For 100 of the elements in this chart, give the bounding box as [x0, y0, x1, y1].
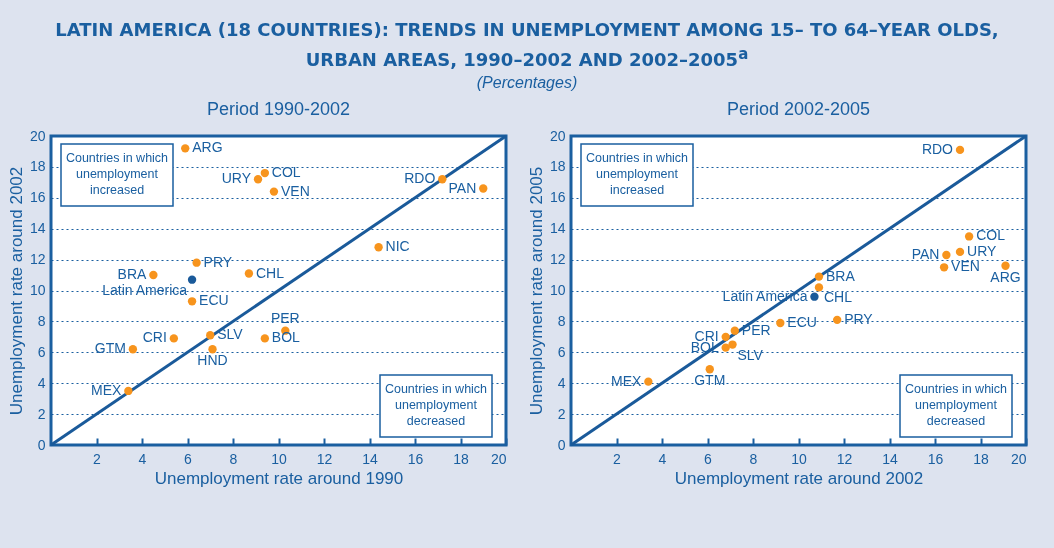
- series-label: COL: [271, 164, 301, 181]
- x-tick-label: 6: [184, 450, 193, 467]
- series-label: VEN: [951, 258, 980, 275]
- text: Period 2002-2005: [726, 99, 871, 119]
- x-tick-label: 8: [749, 450, 758, 467]
- y-tick-label: 4: [557, 374, 566, 391]
- point: [260, 334, 270, 343]
- x-tick-label: 20: [490, 450, 507, 467]
- point: [169, 334, 179, 343]
- series-label: ECU: [787, 313, 817, 330]
- point: [728, 340, 737, 349]
- point: [942, 250, 951, 260]
- series-label: RDO: [921, 140, 954, 157]
- x-tick-label: 14: [882, 450, 898, 467]
- chart-title: LATIN AMERICA (18 COUNTRIES): TRENDS IN UNEMPLOYMENT AMONG 15– TO 64–YEAR OLDS, URBAN AREAS, 1990–2002 AND 2002–2005$^{a}$: [54, 18, 1000, 72]
- point: [206, 331, 215, 340]
- point: [208, 345, 217, 354]
- point: [730, 326, 739, 335]
- y-tick-label: 14: [29, 220, 46, 237]
- y-tick-label: 4: [37, 374, 46, 391]
- x-tick-label: 4: [138, 450, 147, 467]
- y-tick-label: 20: [549, 127, 566, 144]
- annotation: Countries in which unemployment increased: [65, 151, 169, 197]
- series-label: COL: [976, 227, 1006, 244]
- x-tick-label: 2: [613, 450, 622, 467]
- x-axis-title: Unemployment rate around 1990: [154, 468, 404, 488]
- point: [814, 283, 824, 292]
- point: [260, 168, 270, 178]
- point: [479, 184, 488, 193]
- annotation: Countries in which unemployment decreased: [904, 382, 1008, 428]
- series-label: HND: [197, 352, 228, 369]
- y-tick-label: 6: [557, 343, 566, 360]
- point: [964, 232, 974, 241]
- y-tick-label: 0: [37, 436, 46, 453]
- point: [955, 247, 965, 257]
- x-tick-label: 6: [704, 450, 713, 467]
- y-axis-title: Unemployment rate around 2002: [6, 166, 26, 416]
- series-label: ECU: [199, 292, 229, 309]
- series-label: PRY: [844, 310, 874, 327]
- point: [374, 243, 383, 252]
- series-label: URY: [967, 242, 997, 259]
- x-tick-label: 10: [791, 450, 807, 467]
- y-tick-label: 16: [549, 189, 566, 206]
- point: [832, 315, 842, 325]
- series-label: BRA: [825, 267, 856, 284]
- series-label: BRA: [117, 266, 148, 283]
- point: [721, 332, 730, 342]
- point: [814, 272, 824, 281]
- annotation: Countries in which unemployment increased: [585, 151, 689, 197]
- series-label: URY: [221, 170, 252, 187]
- point: [244, 269, 254, 278]
- x-tick-label: 2: [93, 450, 102, 467]
- y-tick-label: 20: [29, 127, 46, 144]
- point: [705, 365, 714, 374]
- x-tick-label: 16: [927, 450, 944, 467]
- y-tick-label: 6: [37, 343, 46, 360]
- x-tick-label: 8: [229, 450, 238, 467]
- series-label: NIC: [385, 238, 410, 255]
- series-label: Latin America: [102, 281, 188, 298]
- point: [192, 258, 201, 267]
- point: [1001, 261, 1010, 270]
- y-tick-label: 10: [29, 282, 46, 298]
- point: [438, 175, 447, 184]
- x-axis-title: Unemployment rate around 2002: [674, 468, 924, 488]
- x-tick-label: 4: [658, 450, 667, 467]
- point: [149, 270, 158, 280]
- chart-subtitle: (Percentages): [475, 74, 579, 92]
- series-label: GTM: [94, 340, 126, 357]
- y-tick-label: 2: [37, 405, 46, 422]
- series-label: CHL: [255, 264, 285, 281]
- series-label: ARG: [192, 139, 223, 156]
- x-tick-label: 16: [407, 450, 424, 467]
- x-tick-label: 12: [316, 450, 333, 467]
- point: [187, 297, 197, 306]
- y-tick-label: 18: [29, 158, 46, 175]
- series-label: PAN: [448, 179, 477, 196]
- series-label: PRY: [203, 253, 233, 270]
- series-label: PAN: [911, 245, 940, 262]
- point: [644, 377, 653, 386]
- point: [253, 175, 263, 184]
- point: [128, 345, 138, 354]
- text: Period 1990-2002: [206, 99, 351, 119]
- x-tick-label: 20: [1010, 450, 1027, 467]
- series-label: BOL: [271, 329, 301, 346]
- point: [269, 187, 279, 196]
- y-tick-label: 18: [549, 158, 566, 175]
- y-tick-label: 8: [37, 312, 46, 329]
- x-tick-label: 10: [271, 450, 287, 467]
- y-axis-title: Unemployment rate around 2005: [526, 166, 546, 416]
- point: [181, 144, 190, 153]
- y-tick-label: 14: [549, 220, 566, 237]
- point: [721, 343, 730, 352]
- annotation: Countries in which unemployment decreased: [384, 382, 488, 428]
- y-tick-label: 12: [549, 251, 566, 268]
- x-tick-label: 18: [973, 450, 989, 467]
- y-tick-label: 8: [557, 312, 566, 329]
- series-label: CRI: [142, 329, 167, 346]
- series-label: CHL: [823, 289, 853, 306]
- series-label: SLV: [737, 346, 764, 363]
- series-label: VEN: [280, 182, 310, 199]
